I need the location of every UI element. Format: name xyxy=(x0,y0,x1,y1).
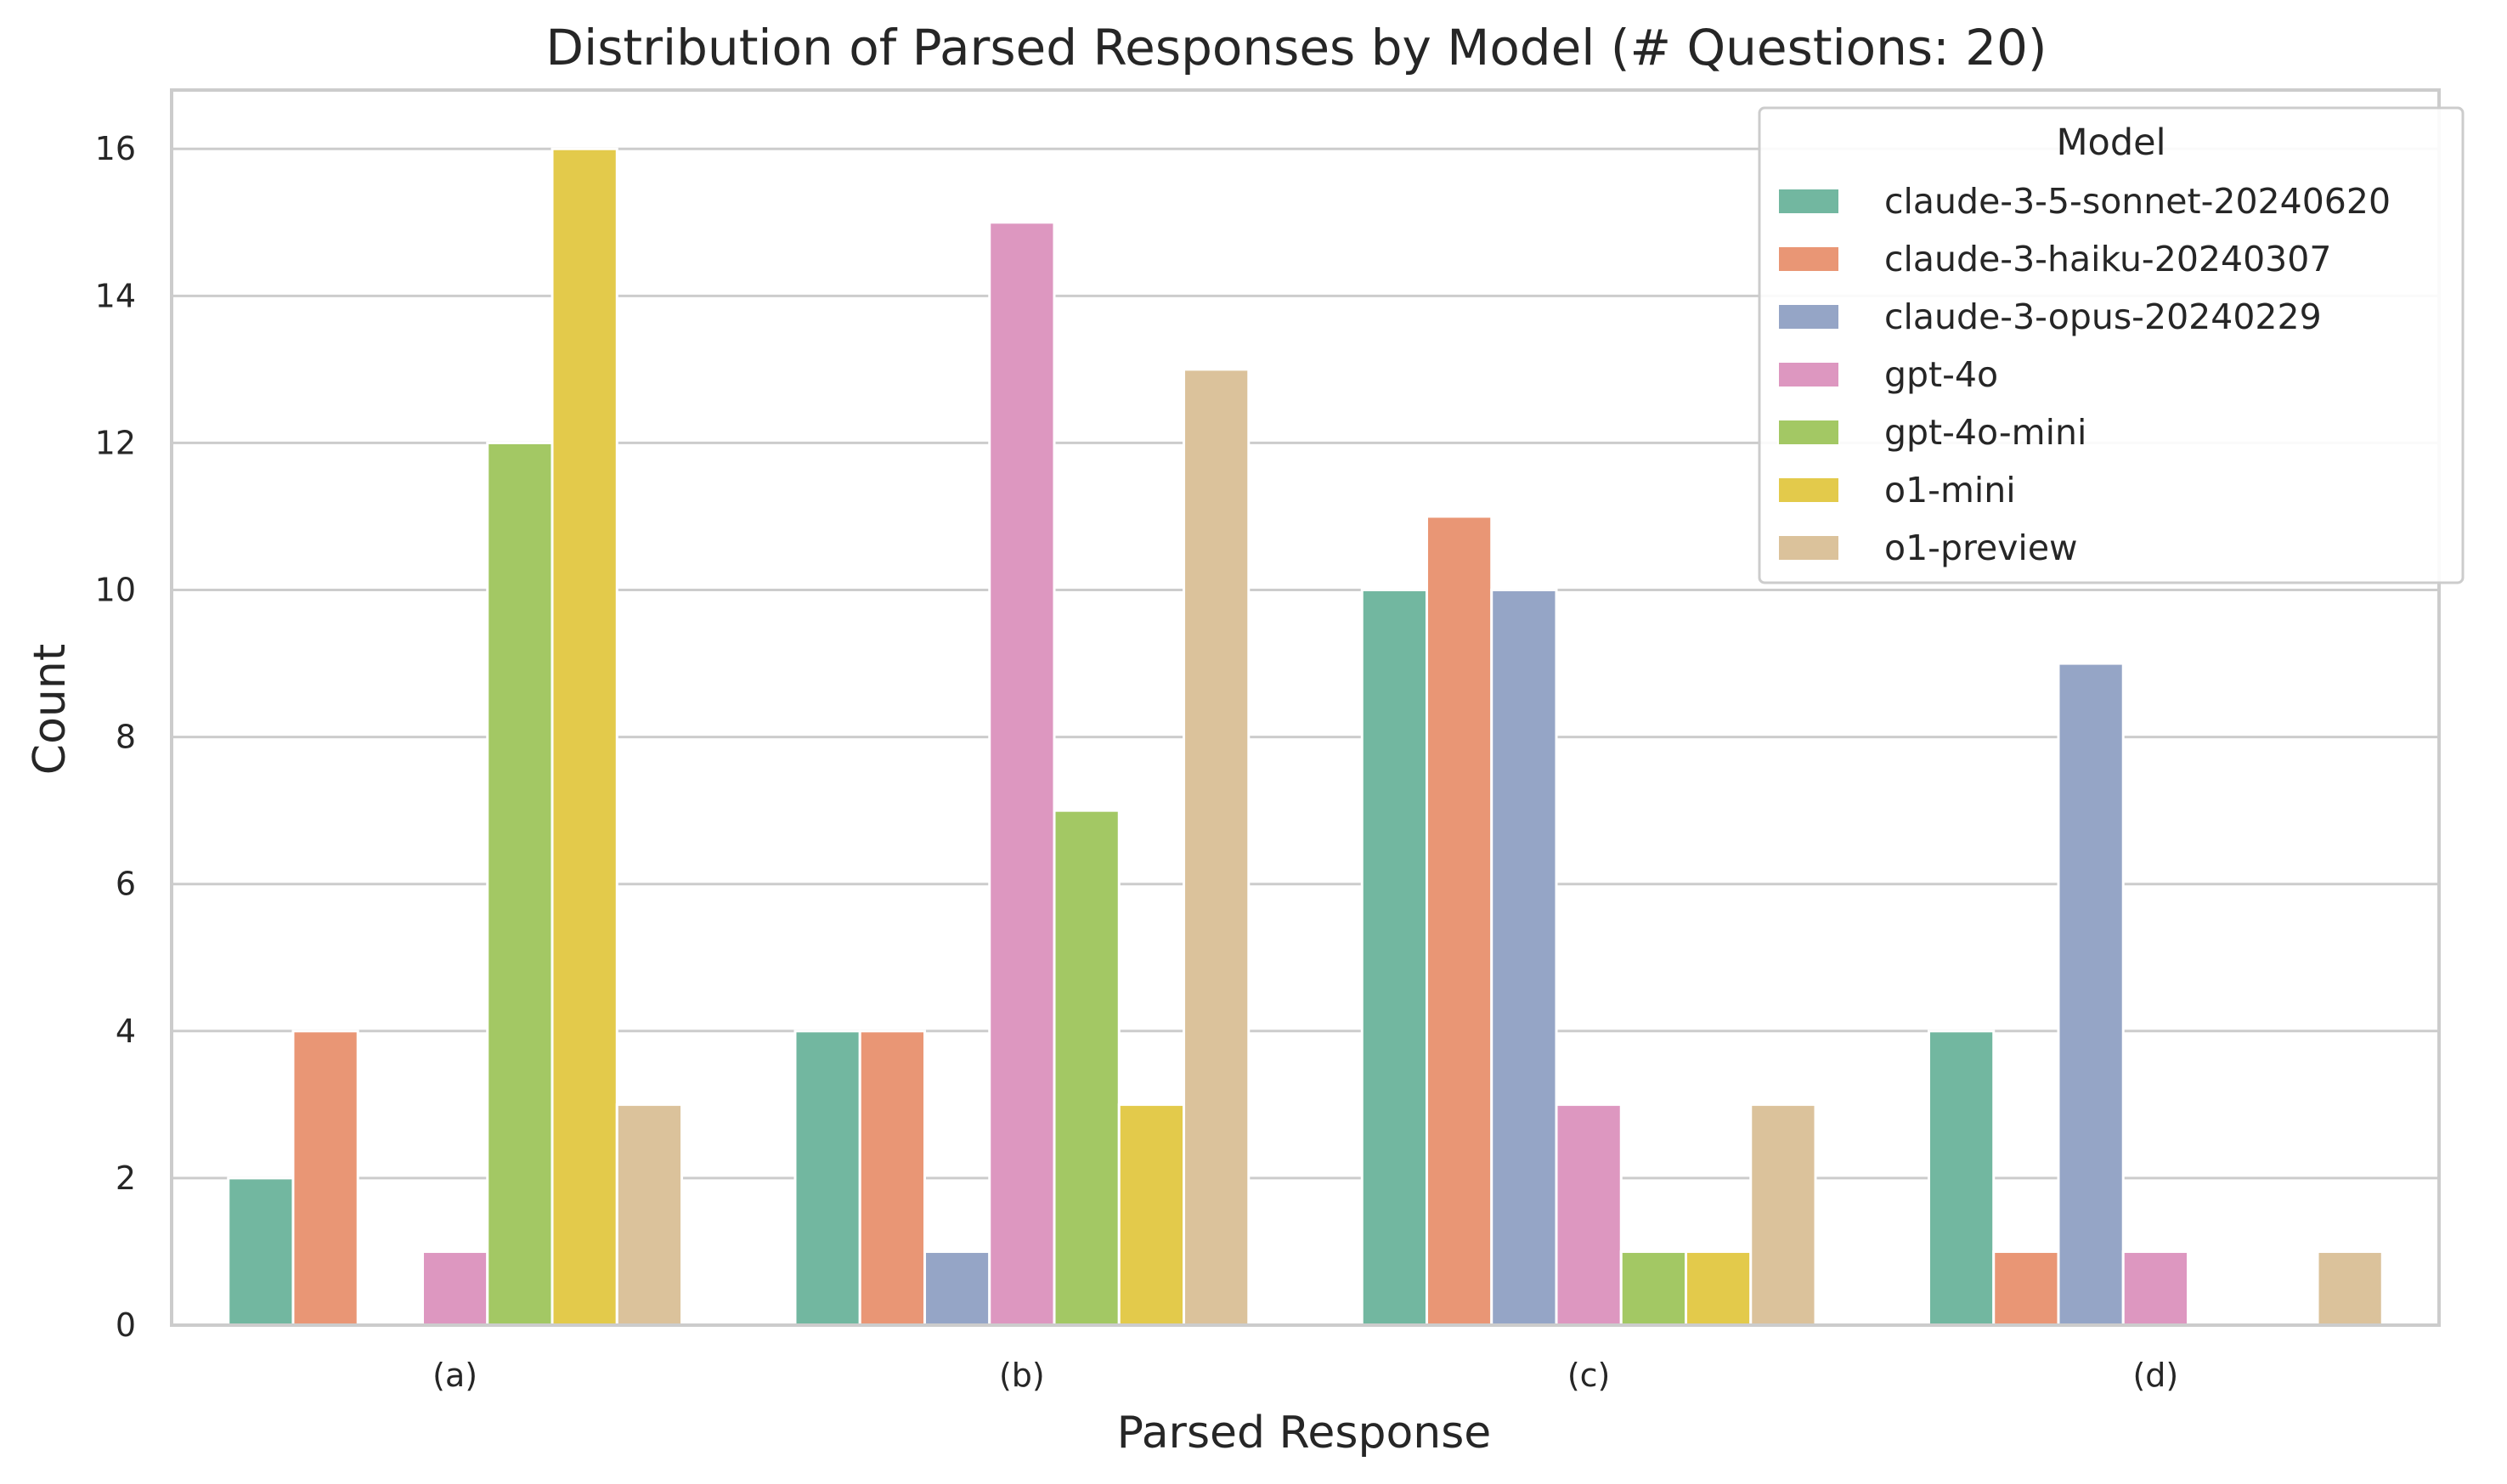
x-tick-labels: (a) (b) (c) (d) xyxy=(432,1357,2178,1394)
bar xyxy=(1117,1103,1186,1327)
x-tick-label: (c) xyxy=(1567,1357,1611,1394)
bar xyxy=(2057,662,2125,1327)
bar xyxy=(1619,1250,1688,1327)
legend-label: claude-3-haiku-20240307 xyxy=(1884,239,2331,279)
legend-label: o1-preview xyxy=(1884,528,2078,568)
y-tick-label: 14 xyxy=(95,277,136,314)
plot-frame xyxy=(170,88,2441,1327)
y-axis-label: Count xyxy=(25,644,76,775)
x-tick-label: (a) xyxy=(432,1357,477,1394)
bar xyxy=(291,1030,359,1327)
bar xyxy=(1053,809,1121,1327)
bar xyxy=(1992,1250,2060,1327)
bar xyxy=(1425,515,1493,1327)
legend-label: claude-3-5-sonnet-20240620 xyxy=(1884,181,2391,222)
bar xyxy=(2316,1250,2384,1327)
x-axis-label: Parsed Response xyxy=(1117,1408,1492,1459)
legend-swatch xyxy=(1777,303,1840,330)
y-tick-label: 10 xyxy=(95,572,136,609)
legend: Model claude-3-5-sonnet-20240620claude-3… xyxy=(1758,106,2465,584)
legend-swatch xyxy=(1777,419,1840,446)
y-tick-label: 0 xyxy=(116,1306,136,1344)
legend-title: Model xyxy=(2056,121,2165,164)
bar xyxy=(1685,1250,1753,1327)
chart-title: Distribution of Parsed Responses by Mode… xyxy=(545,19,2047,76)
x-tick-label: (b) xyxy=(999,1357,1045,1394)
x-tick-label: (d) xyxy=(2132,1357,2178,1394)
y-tick-label: 16 xyxy=(95,130,136,167)
legend-swatch xyxy=(1777,361,1840,388)
y-tick-label: 12 xyxy=(95,424,136,461)
legend-swatch xyxy=(1777,477,1840,504)
bar xyxy=(421,1250,489,1327)
bar xyxy=(227,1176,295,1327)
bar xyxy=(1360,589,1428,1327)
legend-swatch xyxy=(1777,188,1840,215)
bar xyxy=(551,147,618,1327)
legend-box xyxy=(1758,106,2465,584)
bar xyxy=(793,1030,861,1327)
legend-label: o1-mini xyxy=(1884,470,2016,511)
bar xyxy=(486,441,554,1327)
legend-label: claude-3-opus-20240229 xyxy=(1884,296,2322,337)
legend-swatch xyxy=(1777,534,1840,561)
bar xyxy=(1927,1030,1996,1327)
bar xyxy=(1555,1103,1623,1327)
y-tick-label: 8 xyxy=(116,719,136,756)
bars xyxy=(227,147,2384,1327)
y-tick-label: 2 xyxy=(116,1160,136,1197)
legend-label: gpt-4o xyxy=(1884,354,1998,395)
legend-items: claude-3-5-sonnet-20240620 claude-3-haiku… xyxy=(1777,181,2391,568)
bar xyxy=(1490,589,1558,1327)
bar xyxy=(923,1250,991,1327)
bar xyxy=(1749,1103,1817,1327)
legend-swatch xyxy=(1777,245,1840,273)
bar xyxy=(988,221,1056,1327)
y-tick-labels: 0 2 4 6 8 10 12 14 16 xyxy=(95,130,136,1344)
legend-label: gpt-4o-mini xyxy=(1884,412,2086,453)
bar xyxy=(2121,1250,2190,1327)
y-tick-label: 6 xyxy=(116,866,136,903)
bar xyxy=(1183,368,1251,1327)
bar xyxy=(615,1103,684,1327)
bar xyxy=(858,1030,926,1327)
y-tick-label: 4 xyxy=(116,1013,136,1050)
